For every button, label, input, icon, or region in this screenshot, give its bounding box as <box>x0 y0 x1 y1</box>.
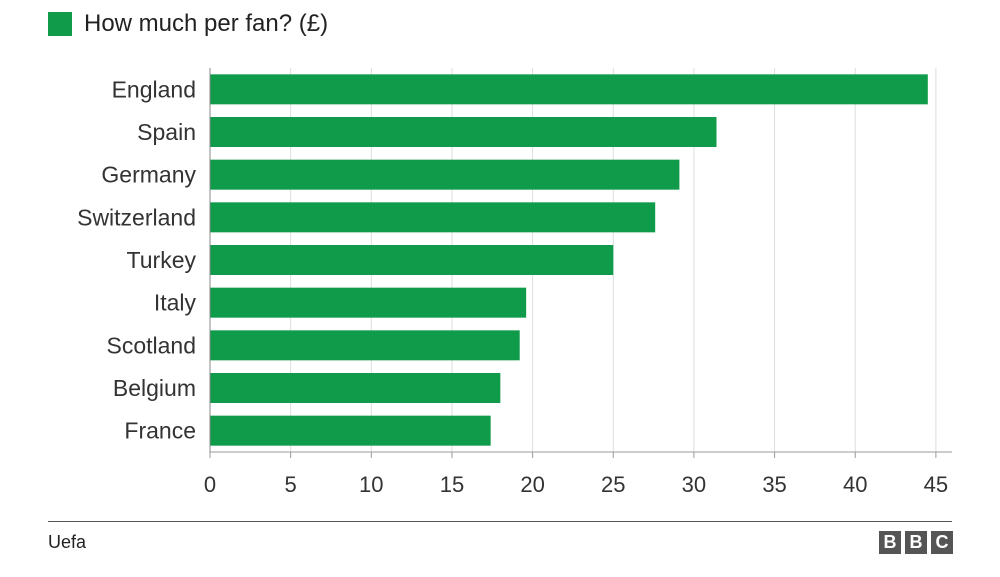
bar <box>210 415 491 446</box>
chart-legend: How much per fan? (£) <box>48 10 328 38</box>
x-tick-label: 35 <box>762 472 786 497</box>
x-tick-label: 40 <box>843 472 867 497</box>
legend-swatch <box>48 12 72 36</box>
footer-divider <box>48 521 952 522</box>
bar <box>210 117 717 147</box>
legend-label: How much per fan? (£) <box>84 10 329 37</box>
source-label: Uefa <box>48 532 87 552</box>
bar-chart: England Spain Germany Switzerland Turkey Ital… <box>77 68 952 497</box>
category-label: Germany <box>101 162 196 188</box>
bbc-logo-letter: C <box>931 531 953 554</box>
category-label: Italy <box>154 290 197 316</box>
category-label: England <box>112 76 196 102</box>
bar <box>210 373 501 403</box>
bar <box>210 74 928 105</box>
category-label: Belgium <box>113 375 196 401</box>
bbc-logo-letter: B <box>879 531 901 554</box>
x-tick-label: 15 <box>440 472 464 497</box>
category-label: Scotland <box>106 332 196 358</box>
bar <box>210 287 527 318</box>
x-tick-label: 20 <box>520 472 544 497</box>
bar <box>210 330 520 361</box>
category-label: France <box>124 418 196 444</box>
bar <box>210 245 614 275</box>
x-tick-label: 0 <box>204 472 216 497</box>
bbc-logo-letter: B <box>905 531 927 554</box>
x-tick-label: 5 <box>285 472 297 497</box>
bar <box>210 202 656 233</box>
bbc-logo: B B C <box>879 531 953 554</box>
x-tick-label: 30 <box>682 472 706 497</box>
category-label: Turkey <box>127 247 197 273</box>
x-tick-label: 25 <box>601 472 625 497</box>
x-tick-label: 45 <box>924 472 948 497</box>
category-label: Spain <box>137 119 196 145</box>
category-label: Switzerland <box>77 204 196 230</box>
x-tick-label: 10 <box>359 472 383 497</box>
bar <box>210 159 680 190</box>
